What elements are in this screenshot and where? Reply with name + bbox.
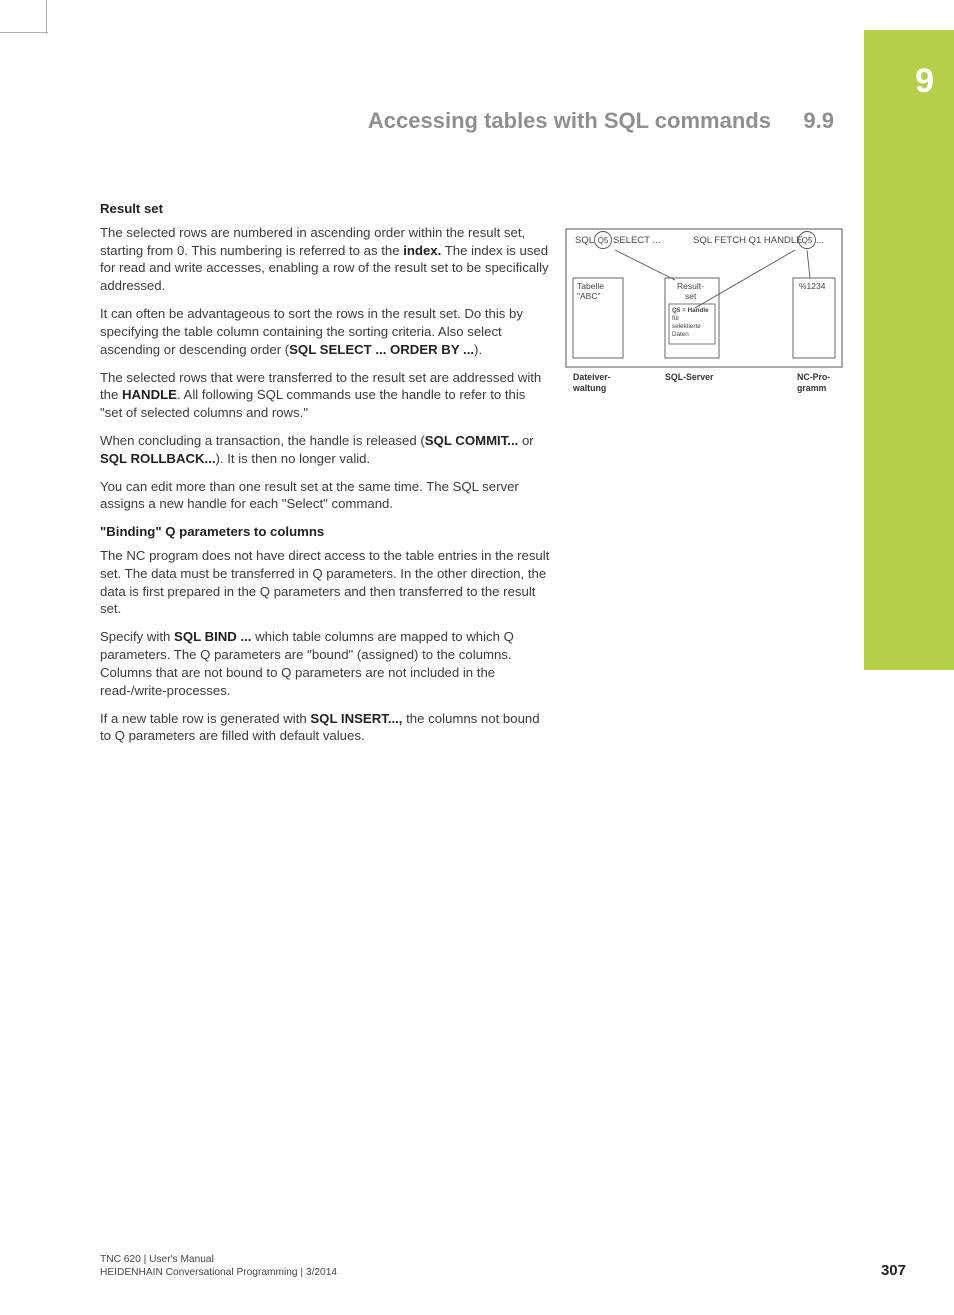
svg-text:SQL FETCH Q1 HANDLE: SQL FETCH Q1 HANDLE (693, 235, 802, 246)
svg-text:Q5 = Handle: Q5 = Handle (672, 307, 709, 314)
svg-text:NC-Pro-: NC-Pro- (797, 372, 830, 382)
page: 9 Accessing tables with SQL commands 9.9… (0, 0, 954, 1315)
heading-result-set: Result set (100, 200, 550, 218)
sql-diagram: SQL Q5 SELECT ... SQL FETCH Q1 HANDLE Q5… (565, 228, 843, 403)
svg-text:"ABC": "ABC" (577, 291, 601, 301)
svg-text:SQL-Server: SQL-Server (665, 372, 714, 382)
svg-text:waltung: waltung (572, 383, 606, 393)
chapter-tab: 9 (864, 30, 954, 670)
svg-text:Q5: Q5 (598, 236, 609, 245)
footer-line-2: HEIDENHAIN Conversational Programming | … (100, 1266, 906, 1279)
svg-text:...: ... (816, 235, 824, 246)
page-header: Accessing tables with SQL commands 9.9 (100, 108, 834, 134)
svg-text:SQL: SQL (575, 235, 594, 246)
svg-text:Daten: Daten (672, 331, 689, 338)
para-8: If a new table row is generated with SQL… (100, 710, 550, 746)
footer-line-1: TNC 620 | User's Manual (100, 1253, 906, 1266)
header-section: 9.9 (803, 108, 834, 133)
svg-text:für: für (672, 315, 679, 322)
para-4: When concluding a transaction, the handl… (100, 432, 550, 468)
body-text: Result set The selected rows are numbere… (100, 196, 550, 755)
para-6: The NC program does not have direct acce… (100, 547, 550, 618)
svg-text:Q5: Q5 (802, 236, 813, 245)
page-footer: TNC 620 | User's Manual HEIDENHAIN Conve… (100, 1253, 906, 1280)
svg-text:Dateiver-: Dateiver- (573, 372, 611, 382)
svg-text:Result-: Result- (677, 281, 704, 291)
page-number: 307 (881, 1262, 906, 1279)
svg-text:set: set (685, 291, 697, 301)
svg-text:gramm: gramm (797, 383, 827, 393)
svg-text:%1234: %1234 (799, 281, 826, 291)
svg-text:selektierte: selektierte (672, 323, 701, 330)
chapter-number: 9 (915, 62, 934, 101)
para-5: You can edit more than one result set at… (100, 478, 550, 514)
heading-binding: "Binding" Q parameters to columns (100, 523, 550, 541)
header-title: Accessing tables with SQL commands (368, 108, 771, 133)
para-7: Specify with SQL BIND ... which table co… (100, 628, 550, 699)
para-1: The selected rows are numbered in ascend… (100, 224, 550, 295)
para-2: It can often be advantageous to sort the… (100, 305, 550, 358)
para-3: The selected rows that were transferred … (100, 369, 550, 422)
svg-text:SELECT ...: SELECT ... (613, 235, 660, 246)
svg-text:Tabelle: Tabelle (577, 281, 604, 291)
